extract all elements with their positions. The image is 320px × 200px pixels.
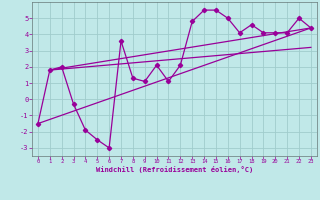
X-axis label: Windchill (Refroidissement éolien,°C): Windchill (Refroidissement éolien,°C) xyxy=(96,166,253,173)
